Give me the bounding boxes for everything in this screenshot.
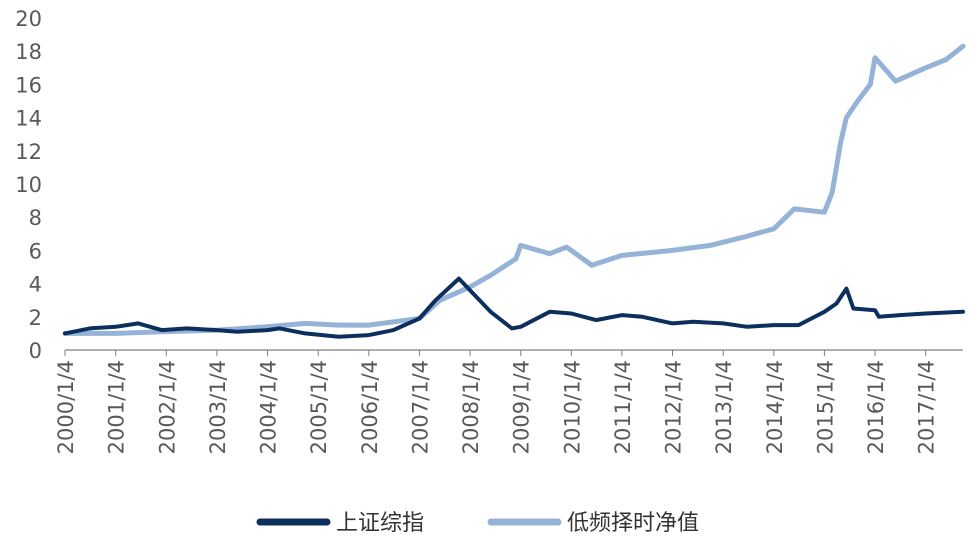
y-tick-label: 14 (15, 107, 42, 131)
x-tick-label: 2012/1/4 (661, 360, 685, 454)
x-tick-label: 2009/1/4 (510, 360, 534, 454)
legend-label-sse-index: 上证综指 (336, 511, 424, 536)
x-tick-label: 2006/1/4 (358, 360, 382, 454)
x-tick-label: 2016/1/4 (864, 360, 888, 454)
series-line-sse-index (63, 276, 965, 339)
y-tick-label: 10 (15, 173, 42, 197)
series-line-timing-nav (62, 43, 966, 336)
x-tick-label: 2003/1/4 (206, 360, 230, 454)
y-tick-label: 16 (15, 73, 42, 97)
x-tick-label: 2005/1/4 (307, 360, 331, 454)
x-tick-label: 2017/1/4 (915, 360, 939, 454)
x-tick-label: 2007/1/4 (408, 360, 432, 454)
y-tick-label: 12 (15, 140, 42, 164)
y-axis-ticks: 0 2 4 6 8 10 12 14 16 18 20 (15, 7, 42, 363)
legend: 上证综指 低频择时净值 (256, 511, 699, 536)
x-tick-label: 2004/1/4 (256, 360, 280, 454)
y-tick-label: 8 (29, 206, 42, 230)
y-tick-label: 18 (15, 40, 42, 64)
x-axis-ticks: 2000/1/4 2001/1/4 2002/1/4 2003/1/4 2004/1/4… (54, 350, 939, 454)
y-tick-label: 2 (29, 306, 42, 330)
y-tick-label: 4 (29, 273, 42, 297)
x-tick-label: 2014/1/4 (763, 360, 787, 454)
x-tick-label: 2013/1/4 (712, 360, 736, 454)
x-tick-label: 2010/1/4 (560, 360, 584, 454)
x-tick-label: 2011/1/4 (611, 360, 635, 454)
x-tick-label: 2001/1/4 (105, 360, 129, 454)
y-tick-label: 6 (29, 239, 42, 263)
series-lines (62, 43, 966, 339)
legend-label-timing-nav: 低频择时净值 (567, 511, 699, 536)
x-tick-label: 2008/1/4 (459, 360, 483, 454)
x-tick-label: 2000/1/4 (54, 360, 78, 454)
x-tick-label: 2002/1/4 (155, 360, 179, 454)
y-tick-label: 0 (29, 339, 42, 363)
x-tick-label: 2015/1/4 (813, 360, 837, 454)
y-tick-label: 20 (15, 7, 42, 31)
